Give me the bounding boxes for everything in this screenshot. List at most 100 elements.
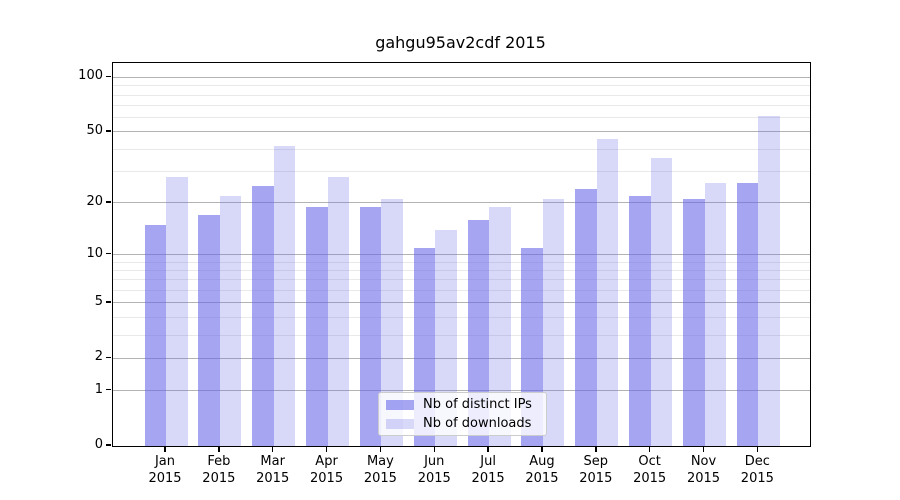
bar-ips-sep: [575, 188, 597, 446]
bar-downloads-jun: [435, 229, 457, 446]
legend-item-downloads: Nb of downloads: [386, 416, 546, 431]
gridline-major-1: [113, 390, 810, 392]
x-tick-label-sep: Sep 2015: [568, 453, 624, 487]
x-label-year: 2015: [525, 471, 559, 486]
x-label-year: 2015: [417, 471, 451, 486]
gridline-minor-60: [113, 117, 810, 119]
y-tick-label-0: 0: [94, 437, 103, 452]
x-label-year: 2015: [310, 471, 344, 486]
y-tick-20: [105, 201, 111, 203]
bar-ips-may: [359, 206, 382, 446]
x-label-year: 2015: [633, 471, 667, 486]
legend-item-distinct-ips: Nb of distinct IPs: [386, 397, 546, 412]
bar-downloads-jul: [489, 206, 511, 446]
x-label-month: Mar: [260, 454, 285, 469]
y-tick-label-20: 20: [86, 193, 103, 209]
gridline-major-2: [113, 357, 810, 359]
legend-swatch-ips-icon: [386, 399, 414, 410]
gridline-minor-9: [113, 261, 810, 263]
x-tick-jun: [433, 446, 435, 452]
x-tick-aug: [541, 446, 543, 452]
bar-downloads-jan: [166, 177, 188, 446]
gridline-major-50: [113, 131, 810, 133]
x-tick-label-dec: Dec 2015: [729, 453, 785, 487]
x-label-year: 2015: [363, 471, 397, 486]
y-tick-5: [105, 301, 111, 303]
gridline-major-10: [113, 254, 810, 255]
gridline-minor-90: [113, 85, 810, 87]
bar-downloads-nov: [704, 182, 726, 446]
gridline-major-5: [113, 302, 810, 304]
y-tick-label-50: 50: [86, 122, 103, 138]
x-label-year: 2015: [686, 471, 721, 486]
x-label-month: Feb: [207, 454, 231, 469]
bar-downloads-dec: [758, 116, 780, 446]
x-tick-may: [379, 446, 382, 452]
bar-downloads-aug: [542, 199, 565, 446]
y-tick-label-5: 5: [94, 293, 103, 309]
y-tick-100: [105, 75, 111, 78]
bar-ips-jan: [144, 224, 166, 446]
gridline-minor-30: [113, 171, 810, 173]
y-tick-2: [105, 356, 111, 358]
legend: Nb of distinct IPs Nb of downloads: [378, 392, 547, 436]
bar-downloads-feb: [219, 195, 242, 446]
x-label-month: Oct: [638, 454, 661, 469]
y-tick-label-100: 100: [78, 68, 103, 84]
x-label-month: Apr: [315, 454, 338, 469]
x-tick-feb: [218, 446, 220, 452]
gridline-minor-3: [113, 334, 810, 336]
gridline-minor-8: [113, 270, 810, 272]
x-tick-apr: [325, 446, 328, 452]
x-label-year: 2015: [202, 471, 236, 486]
x-label-month: Aug: [529, 454, 555, 469]
x-label-year: 2015: [579, 471, 613, 486]
bar-ips-nov: [683, 199, 705, 446]
x-tick-sep: [595, 446, 597, 452]
gridline-minor-70: [113, 105, 810, 107]
y-tick-label-10: 10: [86, 245, 103, 261]
bar-ips-dec: [736, 182, 759, 446]
x-tick-label-may: May 2015: [352, 453, 408, 487]
bar-downloads-sep: [596, 138, 619, 446]
y-tick-label-1: 1: [94, 381, 103, 397]
chart-title: gahgu95av2cdf 2015: [375, 33, 546, 52]
y-tick-0: [105, 444, 111, 446]
y-tick-10: [105, 252, 111, 255]
legend-swatch-downloads-icon: [386, 418, 414, 429]
x-label-year: 2015: [740, 471, 774, 486]
y-tick-50: [105, 130, 111, 132]
x-tick-jan: [164, 446, 166, 452]
bar-downloads-oct: [650, 157, 673, 446]
y-tick-label-2: 2: [94, 349, 103, 365]
bar-ips-mar: [252, 185, 274, 446]
gridline-minor-6: [113, 290, 810, 292]
x-label-month: Jan: [154, 454, 176, 469]
x-label-month: Jun: [424, 454, 445, 469]
x-tick-label-jun: Jun 2015: [406, 453, 462, 487]
bar-ips-apr: [306, 206, 328, 446]
x-tick-label-feb: Feb 2015: [191, 453, 247, 487]
gridline-minor-40: [113, 148, 810, 150]
bar-ips-jul: [467, 219, 490, 446]
x-label-month: Sep: [583, 454, 609, 469]
gridline-major-20: [113, 202, 810, 204]
gridline-minor-4: [113, 316, 810, 318]
x-tick-label-jul: Jul 2015: [460, 453, 516, 487]
y-tick-1: [105, 388, 111, 391]
x-label-month: May: [366, 454, 394, 469]
bar-downloads-mar: [273, 145, 296, 446]
bar-downloads-apr: [327, 177, 350, 446]
x-tick-label-jan: Jan 2015: [137, 453, 193, 487]
legend-label-downloads: Nb of downloads: [423, 416, 532, 431]
x-tick-nov: [702, 446, 705, 452]
x-label-month: Dec: [744, 454, 770, 469]
x-tick-dec: [756, 446, 759, 452]
x-tick-oct: [648, 446, 651, 452]
bar-ips-feb: [198, 215, 220, 446]
x-tick-label-aug: Aug 2015: [514, 453, 570, 487]
x-tick-label-apr: Apr 2015: [299, 453, 355, 487]
x-tick-label-mar: Mar 2015: [245, 453, 301, 487]
bar-ips-oct: [629, 195, 651, 446]
